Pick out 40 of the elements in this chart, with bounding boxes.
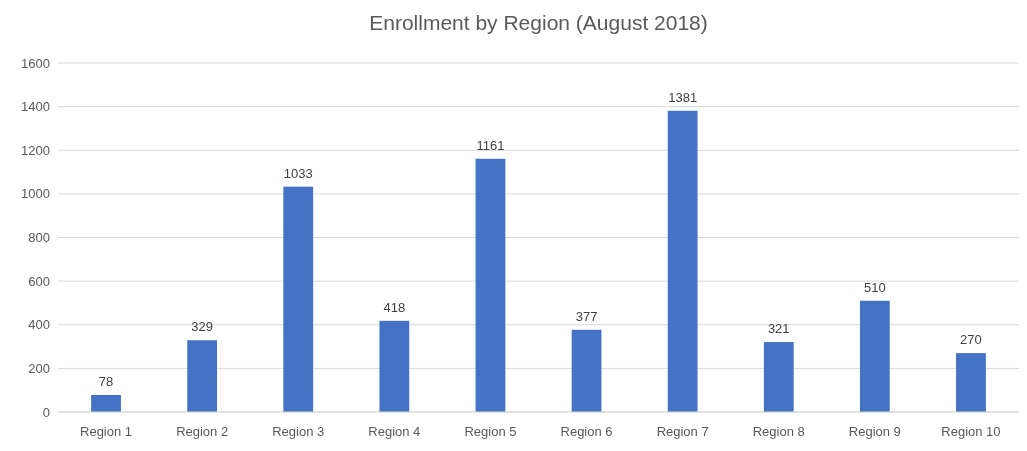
x-tick-label: Region 8	[752, 424, 805, 439]
data-label: 78	[98, 373, 114, 389]
x-tick-label: Region 9	[848, 424, 901, 439]
bar	[571, 329, 602, 412]
bar	[667, 110, 698, 412]
y-tick-label: 1200	[21, 142, 50, 158]
x-tick-label: Region 6	[560, 424, 613, 439]
bar	[763, 341, 794, 412]
data-label: 418	[383, 299, 406, 315]
chart-title: Enrollment by Region (August 2018)	[369, 11, 708, 34]
bar	[475, 158, 506, 412]
y-tick-label: 200	[28, 360, 50, 376]
bar	[187, 340, 218, 412]
x-tick-label: Region 3	[272, 424, 325, 439]
y-tick-label: 0	[42, 404, 50, 420]
x-tick-label: Region 5	[464, 424, 517, 439]
bar	[859, 300, 890, 412]
y-tick-label: 400	[28, 317, 50, 333]
data-label: 1161	[476, 137, 505, 153]
bar	[283, 186, 314, 412]
y-tick-label: 600	[28, 273, 50, 289]
data-label: 270	[960, 332, 982, 348]
x-tick-label: Region 4	[368, 424, 421, 439]
data-label: 329	[191, 319, 213, 335]
y-tick-label: 1400	[21, 99, 50, 115]
x-tick-label: Region 7	[656, 424, 709, 439]
data-label: 1033	[283, 165, 313, 181]
x-tick-label: Region 2	[176, 424, 229, 439]
data-label: 377	[575, 308, 598, 324]
bar	[91, 394, 121, 412]
bar	[379, 320, 410, 412]
y-tick-label: 800	[28, 230, 50, 246]
x-tick-label: Region 10	[941, 424, 1001, 439]
data-label: 1381	[668, 89, 698, 105]
data-label: 321	[767, 320, 790, 336]
bar	[956, 353, 986, 412]
data-label: 510	[864, 279, 886, 295]
y-tick-label: 1000	[21, 186, 50, 202]
x-tick-label: Region 1	[80, 424, 133, 439]
y-tick-label: 1600	[21, 55, 50, 71]
